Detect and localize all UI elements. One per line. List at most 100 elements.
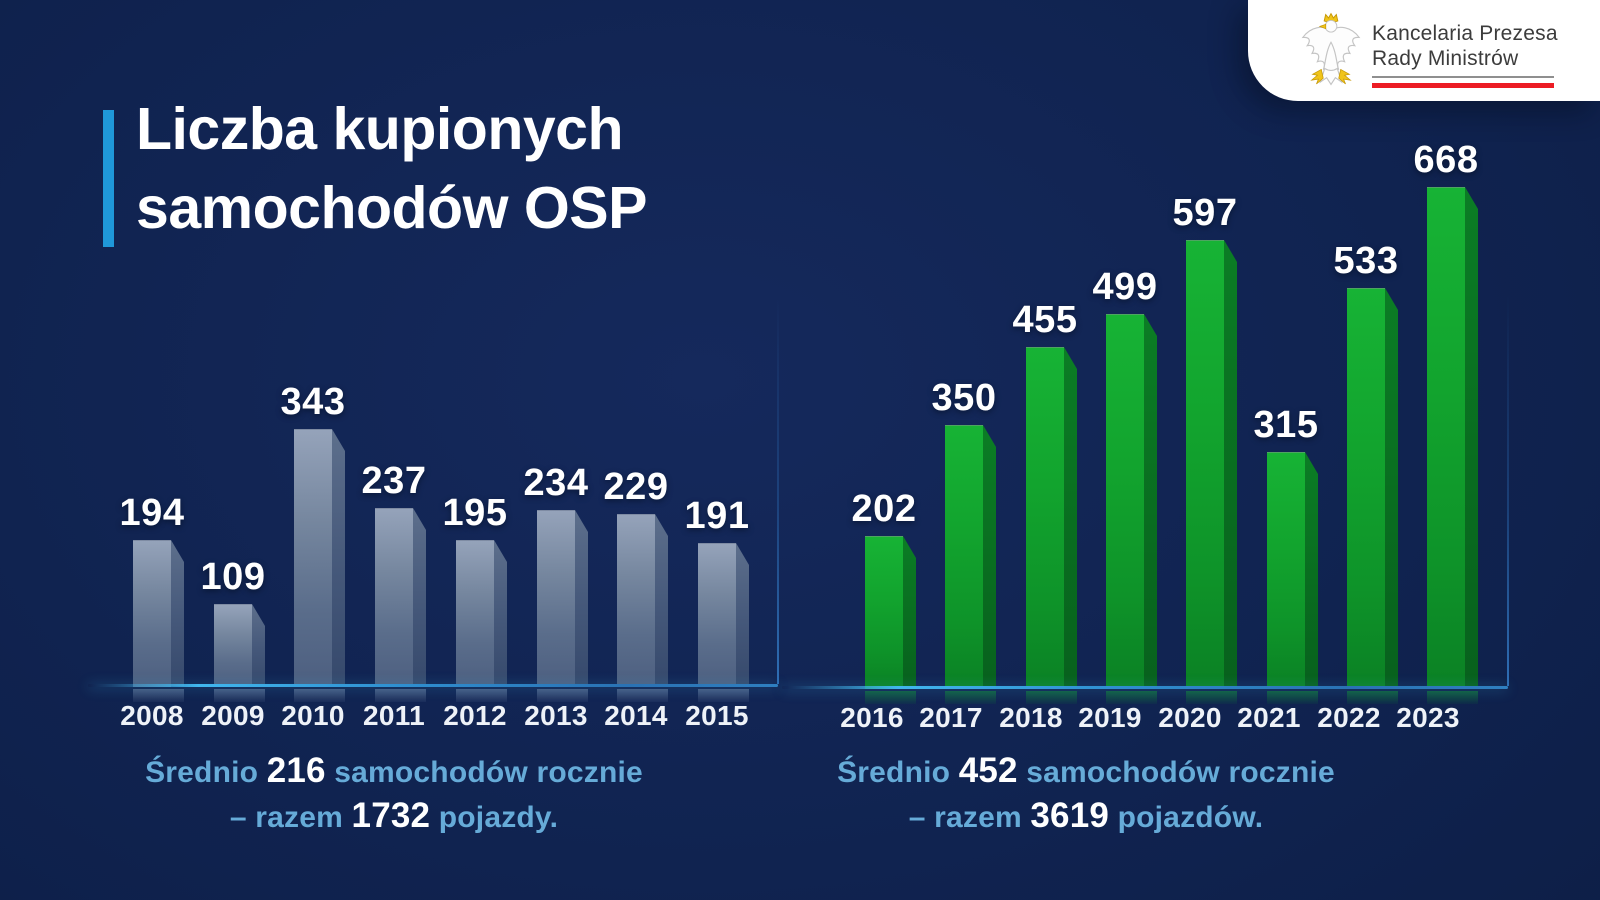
caption-text: Średnio <box>837 756 959 789</box>
bar-value-2022: 533 <box>1333 240 1399 282</box>
bar-value-2016: 202 <box>851 488 917 530</box>
page-title: Liczba kupionych samochodów OSP <box>136 90 647 248</box>
year-label-2008: 2008 <box>120 700 184 731</box>
bar-2019 <box>1106 314 1144 689</box>
bar-value-2015: 191 <box>684 495 750 537</box>
bar-2020 <box>1186 240 1224 689</box>
bar-reflection-2019 <box>1106 691 1157 704</box>
bar-value-2013: 234 <box>523 462 589 504</box>
caption-number: 1732 <box>351 796 431 835</box>
year-label-2015: 2015 <box>685 700 749 731</box>
bar-side-2010 <box>332 429 345 686</box>
year-label-2013: 2013 <box>524 700 588 731</box>
year-label-2020: 2020 <box>1158 702 1222 733</box>
bar-2013 <box>537 510 575 687</box>
bar-reflection-2009 <box>214 689 265 702</box>
bar-value-2018: 455 <box>1012 299 1078 341</box>
bar-reflection-2023 <box>1427 691 1478 704</box>
logo-card: Kancelaria Prezesa Rady Ministrów <box>1248 0 1600 101</box>
bar-side-2015 <box>736 543 749 686</box>
year-label-2023: 2023 <box>1396 702 1460 733</box>
bar-side-2009 <box>252 604 265 686</box>
right-chart-baseline <box>782 686 1508 689</box>
bar-side-2011 <box>413 508 426 686</box>
left-chart-caption: Średnio 216 samochodów rocznie – razem 17… <box>44 749 744 839</box>
polish-eagle-icon <box>1301 12 1361 86</box>
page-title-line1: Liczba kupionych <box>136 96 624 162</box>
left-chart-baseline <box>88 684 778 687</box>
year-label-2019: 2019 <box>1078 702 1142 733</box>
left-chart-right-border <box>777 295 779 684</box>
bar-value-2012: 195 <box>442 492 508 534</box>
bar-2010 <box>294 429 332 687</box>
year-label-2009: 2009 <box>201 700 265 731</box>
bar-value-2009: 109 <box>200 556 266 598</box>
bar-side-2020 <box>1224 240 1237 688</box>
bar-side-2019 <box>1144 314 1157 688</box>
bar-value-2011: 237 <box>361 460 427 502</box>
logo-gray-rule <box>1372 76 1554 78</box>
bar-side-2023 <box>1465 187 1478 688</box>
bar-2015 <box>698 543 736 687</box>
year-label-2010: 2010 <box>281 700 345 731</box>
caption-text: – razem <box>229 801 352 834</box>
bar-2012 <box>456 540 494 687</box>
caption-number: 216 <box>266 751 326 790</box>
bar-reflection-2016 <box>865 691 916 704</box>
bar-2016 <box>865 536 903 689</box>
bar-value-2021: 315 <box>1253 404 1319 446</box>
bar-side-2021 <box>1305 452 1318 688</box>
bar-reflection-2022 <box>1347 691 1398 704</box>
bar-reflection-2013 <box>537 689 588 702</box>
bar-side-2008 <box>171 540 184 686</box>
year-label-2021: 2021 <box>1237 702 1301 733</box>
bar-value-2014: 229 <box>603 466 669 508</box>
bar-2011 <box>375 508 413 687</box>
bar-2021 <box>1267 452 1305 689</box>
bar-reflection-2011 <box>375 689 426 702</box>
right-chart-right-border <box>1507 295 1509 686</box>
year-label-2017: 2017 <box>919 702 983 733</box>
logo-red-stripe <box>1372 83 1554 88</box>
bar-value-2020: 597 <box>1172 192 1238 234</box>
bar-side-2014 <box>655 514 668 686</box>
logo-org-name: Kancelaria Prezesa Rady Ministrów <box>1372 21 1572 71</box>
caption-text: pojazdów. <box>1109 801 1264 834</box>
year-label-2022: 2022 <box>1317 702 1381 733</box>
bar-reflection-2010 <box>294 689 345 702</box>
bar-side-2022 <box>1385 288 1398 688</box>
year-label-2016: 2016 <box>840 702 904 733</box>
bar-2022 <box>1347 288 1385 689</box>
bar-2009 <box>214 604 252 687</box>
bar-reflection-2021 <box>1267 691 1318 704</box>
caption-text: samochodów rocznie <box>325 756 643 789</box>
logo-org-name-line2: Rady Ministrów <box>1372 47 1519 70</box>
logo-org-name-line1: Kancelaria Prezesa <box>1372 22 1558 45</box>
bar-2008 <box>133 540 171 687</box>
bar-reflection-2014 <box>617 689 668 702</box>
bar-2017 <box>945 425 983 689</box>
caption-text: pojazdy. <box>430 801 559 834</box>
caption-number: 452 <box>958 751 1018 790</box>
bar-side-2017 <box>983 425 996 688</box>
bar-side-2018 <box>1064 347 1077 688</box>
year-label-2012: 2012 <box>443 700 507 731</box>
page-title-line2: samochodów OSP <box>136 175 647 241</box>
bar-reflection-2012 <box>456 689 507 702</box>
caption-text: samochodów rocznie <box>1017 756 1335 789</box>
title-accent-bar <box>103 110 114 247</box>
right-chart-caption: Średnio 452 samochodów rocznie – razem 36… <box>736 749 1436 839</box>
bar-2014 <box>617 514 655 687</box>
bar-reflection-2017 <box>945 691 996 704</box>
bar-2023 <box>1427 187 1465 689</box>
caption-number: 3619 <box>1030 796 1110 835</box>
bar-side-2013 <box>575 510 588 686</box>
year-label-2018: 2018 <box>999 702 1063 733</box>
year-label-2014: 2014 <box>604 700 668 731</box>
bar-side-2016 <box>903 536 916 688</box>
bar-value-2017: 350 <box>931 377 997 419</box>
bar-reflection-2018 <box>1026 691 1077 704</box>
bar-value-2023: 668 <box>1413 139 1479 181</box>
bar-reflection-2015 <box>698 689 749 702</box>
